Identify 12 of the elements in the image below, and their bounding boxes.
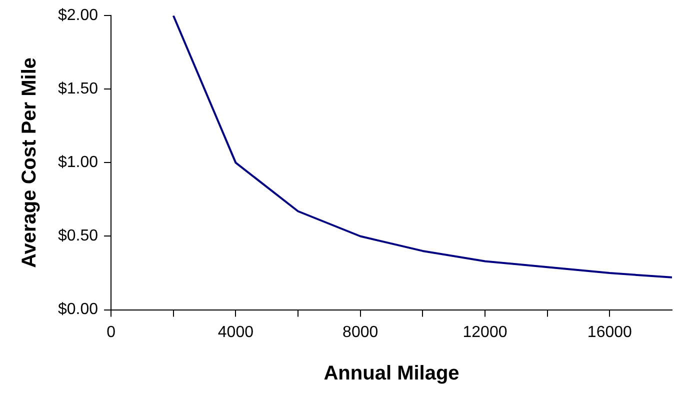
y-tick-label: $2.00 bbox=[58, 7, 98, 24]
x-tick-label: 16000 bbox=[587, 324, 632, 341]
x-tick-label: 0 bbox=[106, 324, 116, 341]
y-tick-label: $0.00 bbox=[58, 301, 98, 318]
x-tick-label: 12000 bbox=[462, 324, 508, 341]
y-axis-title: Average Cost Per Mile bbox=[18, 57, 41, 268]
y-tick-label: $1.50 bbox=[58, 80, 98, 98]
y-tick-label: $1.00 bbox=[58, 154, 98, 172]
y-tick-label: $0.50 bbox=[58, 228, 98, 245]
x-tick-label: 8000 bbox=[342, 324, 378, 341]
x-tick-label: 4000 bbox=[218, 324, 254, 341]
x-axis-title: Annual Milage bbox=[324, 362, 460, 385]
